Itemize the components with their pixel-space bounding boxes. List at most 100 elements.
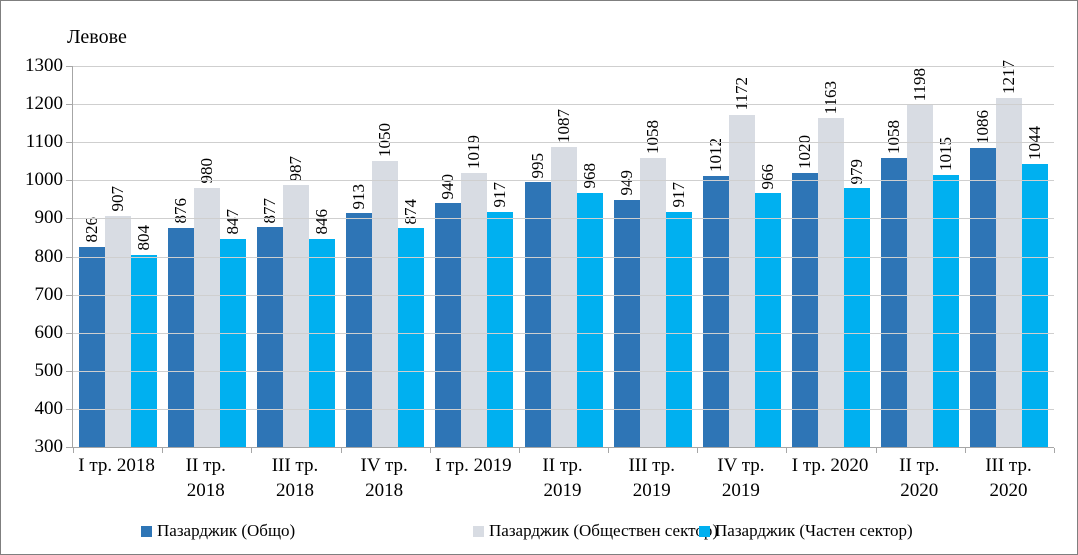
bar: 1050 bbox=[372, 66, 399, 447]
bar-fill bbox=[818, 118, 845, 447]
y-axis-tick bbox=[66, 256, 72, 258]
bar: 907 bbox=[104, 66, 131, 447]
y-axis-tick bbox=[66, 370, 72, 372]
plot-area: 826 907 804 876 980 847 877 987 846 913 1050 874 940… bbox=[66, 60, 1055, 453]
bar-value-label: 876 bbox=[168, 198, 194, 224]
gridline bbox=[73, 66, 1054, 67]
bar-fill bbox=[576, 192, 603, 447]
bar-group: 995 1087 968 bbox=[519, 66, 608, 447]
bar-fill bbox=[933, 174, 960, 447]
x-axis-tick bbox=[340, 448, 342, 453]
bar-value-label: 907 bbox=[105, 186, 131, 212]
x-axis-label: III тр. 2018 bbox=[271, 455, 319, 501]
bar: 913 bbox=[346, 66, 373, 447]
bar: 1217 bbox=[996, 60, 1023, 447]
x-axis-label: I тр. 2018 bbox=[78, 455, 155, 476]
legend-item: Пазарджик (Общо) bbox=[141, 521, 295, 541]
bar-fill bbox=[550, 147, 577, 447]
bar-value-text: 913 bbox=[349, 183, 369, 210]
bar-fill bbox=[372, 161, 399, 447]
bar-value-label: 1087 bbox=[551, 109, 577, 143]
bar-value-text: 1217 bbox=[999, 59, 1019, 94]
bar-fill bbox=[728, 114, 755, 447]
bar: 1012 bbox=[702, 66, 729, 447]
bar-fill bbox=[844, 188, 871, 447]
bar-value-label: 913 bbox=[346, 184, 372, 210]
legend-label: Пазарджик (Частен сектор) bbox=[715, 521, 913, 540]
bar-value-text: 940 bbox=[438, 173, 458, 200]
bar-value-text: 1050 bbox=[375, 123, 395, 158]
bar: 949 bbox=[613, 66, 640, 447]
bar-fill bbox=[665, 211, 692, 447]
y-axis-tick-label: 1200 bbox=[25, 93, 63, 115]
bar-groups: 826 907 804 876 980 847 877 987 846 913 1050 874 940… bbox=[73, 60, 1054, 447]
bar: 1015 bbox=[933, 66, 960, 447]
bar-value-label: 804 bbox=[131, 225, 157, 251]
y-axis-tick-label: 1300 bbox=[25, 55, 63, 76]
bar-value-text: 804 bbox=[133, 225, 153, 251]
bar-value-label: 1217 bbox=[996, 60, 1022, 94]
x-axis-label: II тр. 2018 bbox=[185, 455, 226, 501]
gridline bbox=[73, 408, 1054, 410]
bar-value-label: 1163 bbox=[818, 81, 844, 114]
bar-group: 826 907 804 bbox=[73, 66, 162, 447]
bar: 979 bbox=[844, 66, 871, 447]
x-axis-tick bbox=[1054, 448, 1055, 453]
bar: 876 bbox=[167, 66, 194, 447]
bar-value-label: 917 bbox=[666, 182, 692, 208]
bar-value-text: 1058 bbox=[884, 120, 904, 155]
bar-group: 913 1050 874 bbox=[341, 66, 430, 447]
y-axis-tick-label: 800 bbox=[34, 245, 64, 267]
x-axis-label: IV тр. 2019 bbox=[717, 455, 765, 501]
gridline bbox=[73, 332, 1054, 334]
legend-item: Пазарджик (Частен сектор) bbox=[699, 521, 913, 541]
bar-group: 876 980 847 bbox=[162, 66, 251, 447]
bar: 1044 bbox=[1022, 66, 1049, 447]
x-axis-label: I тр. 2020 bbox=[791, 455, 869, 476]
bar-fill bbox=[461, 173, 488, 447]
bar: 968 bbox=[576, 66, 603, 447]
x-axis-tick bbox=[429, 448, 431, 453]
x-axis-label: III тр. 2020 bbox=[985, 455, 1032, 501]
bar-value-text: 907 bbox=[107, 186, 127, 212]
gridline bbox=[73, 256, 1054, 258]
bar-value-text: 1019 bbox=[464, 135, 484, 170]
bar-value-label: 826 bbox=[79, 217, 105, 243]
y-axis-tick bbox=[66, 218, 72, 220]
bar-value-text: 966 bbox=[757, 163, 777, 190]
bar-value-label: 1172 bbox=[729, 77, 755, 110]
x-axis-tick bbox=[251, 448, 253, 453]
bar: 847 bbox=[219, 66, 246, 447]
bar: 877 bbox=[256, 66, 283, 447]
bar-fill bbox=[219, 238, 246, 447]
y-axis-tick bbox=[66, 447, 72, 448]
x-axis-tick bbox=[786, 448, 788, 453]
bar-value-label: 966 bbox=[755, 164, 781, 190]
bar-value-text: 1086 bbox=[973, 109, 993, 144]
bar-value-label: 1058 bbox=[881, 120, 907, 154]
bar-value-label: 1020 bbox=[792, 135, 818, 169]
y-axis-tick-label: 1000 bbox=[25, 169, 63, 191]
bar-value-label: 995 bbox=[525, 153, 551, 179]
x-axis-tick bbox=[964, 448, 966, 453]
bar-fill bbox=[193, 187, 220, 447]
x-axis-label: III тр. 2019 bbox=[628, 455, 675, 501]
bar-fill bbox=[487, 211, 514, 447]
bar-group: 1012 1172 966 bbox=[697, 66, 786, 447]
bar: 966 bbox=[754, 66, 781, 447]
bar-value-text: 1163 bbox=[821, 80, 841, 115]
bar-fill bbox=[308, 238, 335, 447]
y-axis-tick bbox=[66, 66, 72, 67]
bar-value-label: 940 bbox=[435, 174, 461, 200]
bar: 826 bbox=[78, 66, 105, 447]
bar: 980 bbox=[193, 66, 220, 447]
bar-fill bbox=[970, 147, 997, 447]
bar-group: 877 987 846 bbox=[251, 66, 340, 447]
bar-value-text: 949 bbox=[616, 170, 636, 196]
bar-fill bbox=[346, 213, 373, 447]
bar: 1086 bbox=[970, 66, 997, 447]
bar: 917 bbox=[665, 66, 692, 447]
gridline bbox=[73, 218, 1054, 220]
bar-fill bbox=[398, 228, 425, 447]
bar-value-label: 917 bbox=[487, 182, 513, 208]
